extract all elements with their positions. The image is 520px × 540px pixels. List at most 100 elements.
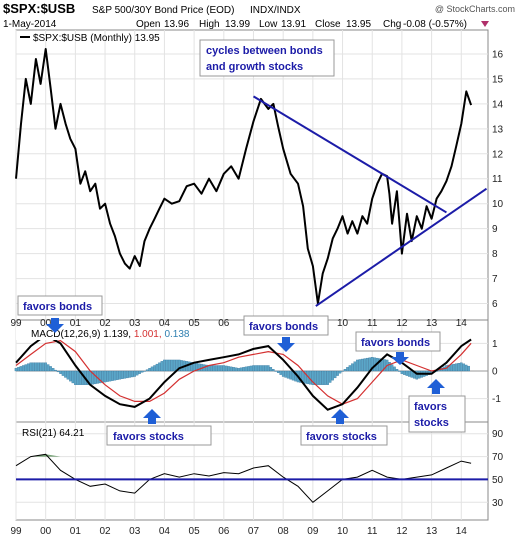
x-tick-label-bottom: 08	[278, 526, 290, 537]
histogram-bar	[336, 370, 339, 376]
x-tick-label-top: 00	[40, 318, 52, 329]
histogram-bar	[64, 370, 67, 378]
y-tick-label: -1	[492, 394, 501, 405]
histogram-bar	[133, 370, 136, 377]
histogram-bar	[178, 359, 181, 372]
x-tick-label-top: 12	[396, 318, 408, 329]
histogram-bar	[103, 370, 107, 383]
histogram-bar	[14, 368, 18, 372]
histogram-bar	[74, 370, 77, 385]
arrow-up-icon	[331, 409, 349, 424]
y-tick-label: 0	[492, 367, 498, 378]
histogram-bar	[415, 370, 419, 380]
favors-bonds-box-2	[243, 315, 329, 336]
histogram-bar	[410, 370, 414, 378]
histogram-bar	[128, 370, 132, 378]
histogram-bar	[148, 368, 151, 372]
histogram-bar	[93, 370, 97, 385]
x-tick-label-top: 99	[10, 318, 22, 329]
histogram-bar	[341, 370, 344, 372]
histogram-bar	[462, 363, 466, 372]
histogram-bar	[197, 363, 201, 372]
histogram-bar	[173, 359, 176, 372]
histogram-bar	[118, 370, 122, 380]
arrow-down-icon	[277, 337, 295, 352]
histogram-bar	[153, 365, 156, 372]
x-tick-label-top: 01	[70, 318, 82, 329]
histogram-bar	[328, 370, 332, 383]
y-tick-label: 15	[492, 74, 504, 85]
histogram-bar	[237, 368, 240, 372]
histogram-bar	[163, 359, 166, 372]
histogram-bar	[234, 367, 238, 372]
x-tick-label-bottom: 10	[337, 526, 349, 537]
histogram-bar	[239, 367, 243, 372]
y-tick-label: 8	[492, 249, 498, 260]
histogram-bar	[126, 370, 129, 379]
histogram-bar	[170, 359, 174, 372]
quote-date: 1-May-2014	[3, 19, 57, 30]
x-tick-label-bottom: 99	[10, 526, 22, 537]
histogram-bar	[398, 370, 401, 372]
histogram-bar	[370, 357, 374, 372]
watermark: @ StockCharts.com	[435, 4, 515, 14]
histogram-bar	[249, 365, 253, 372]
x-tick-label-top: 04	[159, 318, 171, 329]
histogram-bar	[353, 361, 357, 372]
histogram-bar	[54, 369, 57, 372]
histogram-bar	[447, 364, 451, 372]
x-tick-label-top: 14	[456, 318, 468, 329]
histogram-bar	[24, 364, 28, 372]
favors-stocks-label-1: favors stocks	[113, 431, 184, 443]
histogram-bar	[32, 362, 35, 372]
quote-high: 13.99	[225, 19, 250, 30]
histogram-bar	[395, 369, 399, 372]
histogram-bar	[457, 363, 461, 372]
cycles-note-line1: cycles between bonds	[206, 45, 323, 57]
histogram-bar	[91, 370, 94, 385]
y-tick-label: 1	[492, 339, 498, 350]
histogram-bar	[316, 370, 320, 385]
cycles-note-box	[199, 39, 335, 77]
rsi-panel	[15, 421, 489, 521]
histogram-bar	[289, 370, 292, 380]
macd-legend-histogram: 0.138	[164, 329, 189, 340]
cycles-note-line2: and growth stocks	[206, 61, 303, 73]
histogram-bar	[450, 364, 453, 372]
symbol-description: S&P 500/30Y Bond Price (EOD)	[92, 5, 235, 16]
histogram-bar	[281, 370, 285, 377]
favors-bonds-label-3: favors bonds	[361, 337, 430, 349]
histogram-bar	[274, 370, 277, 372]
histogram-bar	[284, 370, 287, 378]
quote-open: 13.96	[164, 19, 189, 30]
histogram-bar	[220, 365, 223, 372]
macd-legend-signal: 1.001,	[134, 329, 162, 340]
x-tick-label-bottom: 07	[248, 526, 260, 537]
histogram-bar	[59, 370, 62, 374]
quote-chg-label: Chg	[383, 19, 401, 30]
macd-legend-text: MACD(12,26,9) 1.139, 1.001, 0.138	[31, 329, 190, 340]
histogram-bar	[227, 366, 230, 372]
histogram-bar	[140, 370, 144, 373]
histogram-bar	[254, 365, 258, 372]
histogram-bar	[225, 365, 228, 372]
histogram-bar	[106, 370, 109, 382]
quote-low: 13.91	[281, 19, 306, 30]
histogram-bar	[17, 367, 20, 372]
histogram-bar	[143, 370, 146, 372]
histogram-bar	[101, 370, 104, 383]
histogram-bar	[98, 370, 102, 384]
x-tick-label-top: 03	[129, 318, 141, 329]
histogram-bar	[205, 364, 208, 372]
down-triangle-icon	[481, 21, 489, 27]
grid-layer: 9999000001010202030304040505060607070808…	[10, 30, 504, 537]
histogram-bar	[180, 360, 183, 372]
histogram-bar	[76, 370, 80, 385]
histogram-bar	[264, 365, 268, 372]
histogram-bar	[135, 370, 139, 376]
histogram-bar	[71, 370, 75, 384]
x-tick-label-top: 11	[367, 318, 378, 329]
histogram-bar	[138, 370, 141, 374]
histogram-bar	[323, 370, 327, 385]
arrow-up-icon	[143, 409, 161, 424]
